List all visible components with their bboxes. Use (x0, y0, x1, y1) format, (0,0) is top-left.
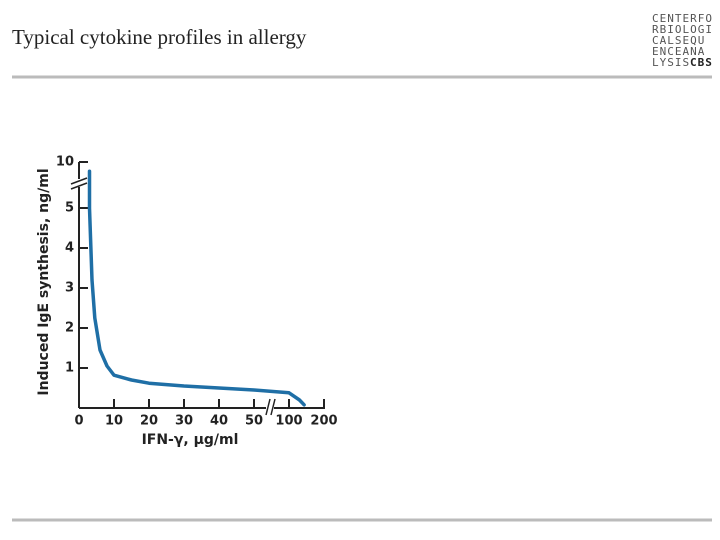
x-axis-title: IFN-γ, μg/ml (142, 432, 239, 448)
logo-line: CENTERFO (652, 12, 713, 25)
x-tick-label: 50 (245, 414, 263, 429)
y-axis-title: Induced IgE synthesis, ng/ml (36, 168, 52, 395)
y-tick-label: 1 (65, 361, 74, 376)
y-axis-break (70, 177, 88, 190)
x-axis-break (265, 398, 276, 416)
x-tick-label: 20 (140, 414, 158, 429)
curve (87, 169, 306, 407)
x-tick-label: 100 (275, 414, 302, 429)
logo-line: ENCEANA (652, 45, 705, 58)
slide-title: Typical cytokine profiles in allergy (12, 25, 307, 49)
x-tick-label: 10 (105, 414, 123, 429)
y-tick-label: 4 (65, 241, 74, 256)
y-tick-label: 2 (65, 321, 74, 336)
x-tick-label: 0 (74, 414, 83, 429)
y-tick-label: 3 (65, 281, 74, 296)
chart: IFN-γ, μg/ml Induced IgE synthesis, ng/m… (36, 155, 338, 449)
y-tick-label: 5 (65, 201, 74, 216)
y-tick-label: 10 (56, 155, 74, 170)
logo-line: LYSIS (652, 56, 690, 69)
x-tick-label: 200 (310, 414, 337, 429)
x-tick-label: 40 (210, 414, 228, 429)
logo-mark: CBS (690, 56, 713, 69)
logo-line: RBIOLOGI (652, 23, 713, 36)
logo-line: CALSEQU (652, 34, 705, 47)
x-tick-label: 30 (175, 414, 193, 429)
